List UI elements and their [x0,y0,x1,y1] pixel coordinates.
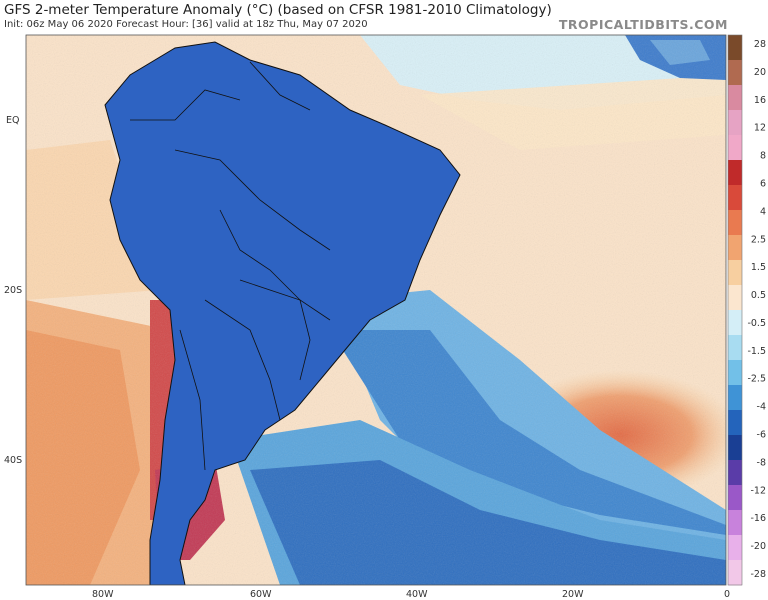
colorbar-swatch [728,385,742,411]
country-borders [130,61,331,471]
lon-label-20w: 20W [562,589,584,600]
lat-label-eq: EQ [6,115,19,126]
colorbar-swatch [728,485,742,511]
colorbar-swatch [728,110,742,136]
colorbar-label: -6 [757,430,766,441]
colorbar-swatch [728,510,742,536]
brand-label: TROPICALTIDBITS.COM [558,17,728,32]
colorbar-swatch [728,210,742,236]
colorbar-swatch [728,535,742,561]
colorbar-swatch [728,60,742,86]
colorbar-swatch [728,35,742,61]
colorbar-label: -20 [750,541,766,552]
colorbar: 28 20 16 12 8 6 4 2.5 1.5 0.5 -0.5 -1.5 -2.5 -4 -6 -8 -1… [727,34,766,586]
colorbar-swatch [728,260,742,286]
lat-label-20s: 20S [4,285,22,296]
colorbar-label: 28 [754,39,766,50]
colorbar-swatch [728,235,742,261]
colorbar-swatch [728,285,742,311]
colorbar-label: -16 [750,513,766,524]
colorbar-label: -28 [750,569,766,580]
colorbar-label: 2.5 [751,234,766,245]
colorbar-swatch [728,335,742,361]
colorbar-swatch [728,85,742,111]
map-field [26,35,726,585]
colorbar-label: 6 [760,178,766,189]
map-title: GFS 2-meter Temperature Anomaly (°C) (ba… [4,2,552,18]
colorbar-label: -2.5 [747,374,766,385]
colorbar-label: -1.5 [747,346,766,357]
lat-label-40s: 40S [4,455,22,466]
colorbar-swatch [728,560,742,586]
lon-label-0: 0 [724,589,730,600]
colorbar-swatch [728,310,742,336]
colorbar-label: -0.5 [747,318,766,329]
colorbar-label: 12 [754,123,766,134]
colorbar-swatch [728,360,742,386]
colorbar-swatch [728,435,742,461]
colorbar-label: -4 [757,402,766,413]
colorbar-label: 0.5 [751,290,766,301]
colorbar-swatch [728,135,742,161]
colorbar-swatch [728,160,742,186]
map-subtitle: Init: 06z May 06 2020 Forecast Hour: [36… [4,19,368,30]
colorbar-label: 8 [760,151,766,162]
colorbar-label: 16 [754,95,766,106]
colorbar-label: -8 [757,457,766,468]
colorbar-swatch [728,185,742,211]
colorbar-label: 20 [754,67,766,78]
lon-label-80w: 80W [92,589,114,600]
lon-label-60w: 60W [250,589,272,600]
colorbar-label: 4 [760,206,766,217]
colorbar-swatch [728,460,742,486]
lon-label-40w: 40W [406,589,428,600]
colorbar-label: -12 [750,485,766,496]
colorbar-swatch [728,410,742,436]
colorbar-label: 1.5 [751,262,766,273]
